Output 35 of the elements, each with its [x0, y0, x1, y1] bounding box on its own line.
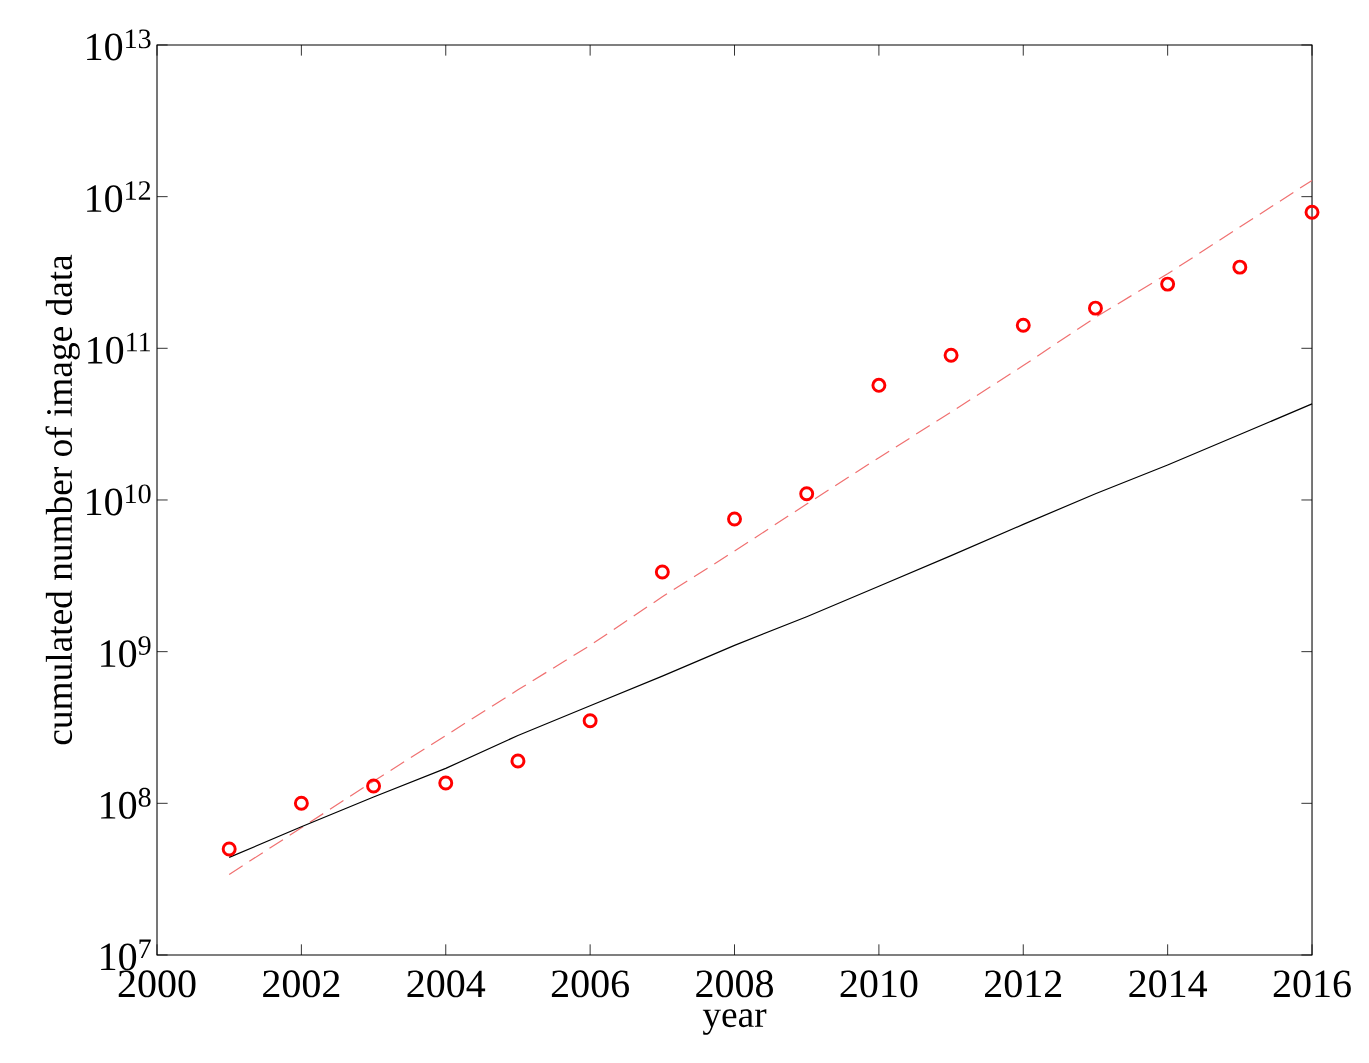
y-axis-title: cumulated number of image data — [45, 254, 80, 745]
point — [654, 564, 670, 580]
point — [582, 713, 598, 729]
point — [293, 795, 309, 811]
y-tick-label: 10$^{7}$ — [101, 939, 151, 971]
x-tick-label: 2000 — [118, 970, 196, 998]
x-tick-label: 2008 — [696, 970, 773, 998]
x-tick-label: 2006 — [551, 970, 629, 998]
point — [1087, 300, 1103, 316]
x-tick-label: 2010 — [840, 970, 918, 998]
point — [799, 486, 815, 502]
x-tick-label: 2016 — [1273, 970, 1351, 998]
point — [221, 841, 237, 857]
y-tick-label: 10$^{13}$ — [87, 29, 151, 61]
y-tick-label: 10$^{10}$ — [87, 484, 151, 516]
point — [1232, 259, 1248, 275]
y-tick-label: 10$^{11}$ — [88, 332, 150, 364]
x-tick-label: 2012 — [985, 970, 1062, 998]
point — [510, 753, 526, 769]
point — [943, 347, 959, 363]
point — [1015, 317, 1031, 333]
point — [1304, 204, 1320, 220]
point — [438, 775, 454, 791]
x-tick-label: 2004 — [407, 970, 486, 998]
point — [366, 778, 382, 794]
x-tick-label: 2014 — [1129, 970, 1208, 998]
point — [871, 377, 887, 393]
point — [1160, 276, 1176, 292]
y-tick-label: 10$^{9}$ — [101, 636, 151, 668]
x-axis-title: year — [702, 1009, 767, 1035]
x-tick-label: 2002 — [263, 970, 340, 998]
y-tick-label: 10$^{12}$ — [87, 181, 151, 213]
line-series — [228, 179, 1313, 875]
point — [727, 511, 742, 527]
y-tick-label: 10$^{8}$ — [101, 787, 151, 819]
